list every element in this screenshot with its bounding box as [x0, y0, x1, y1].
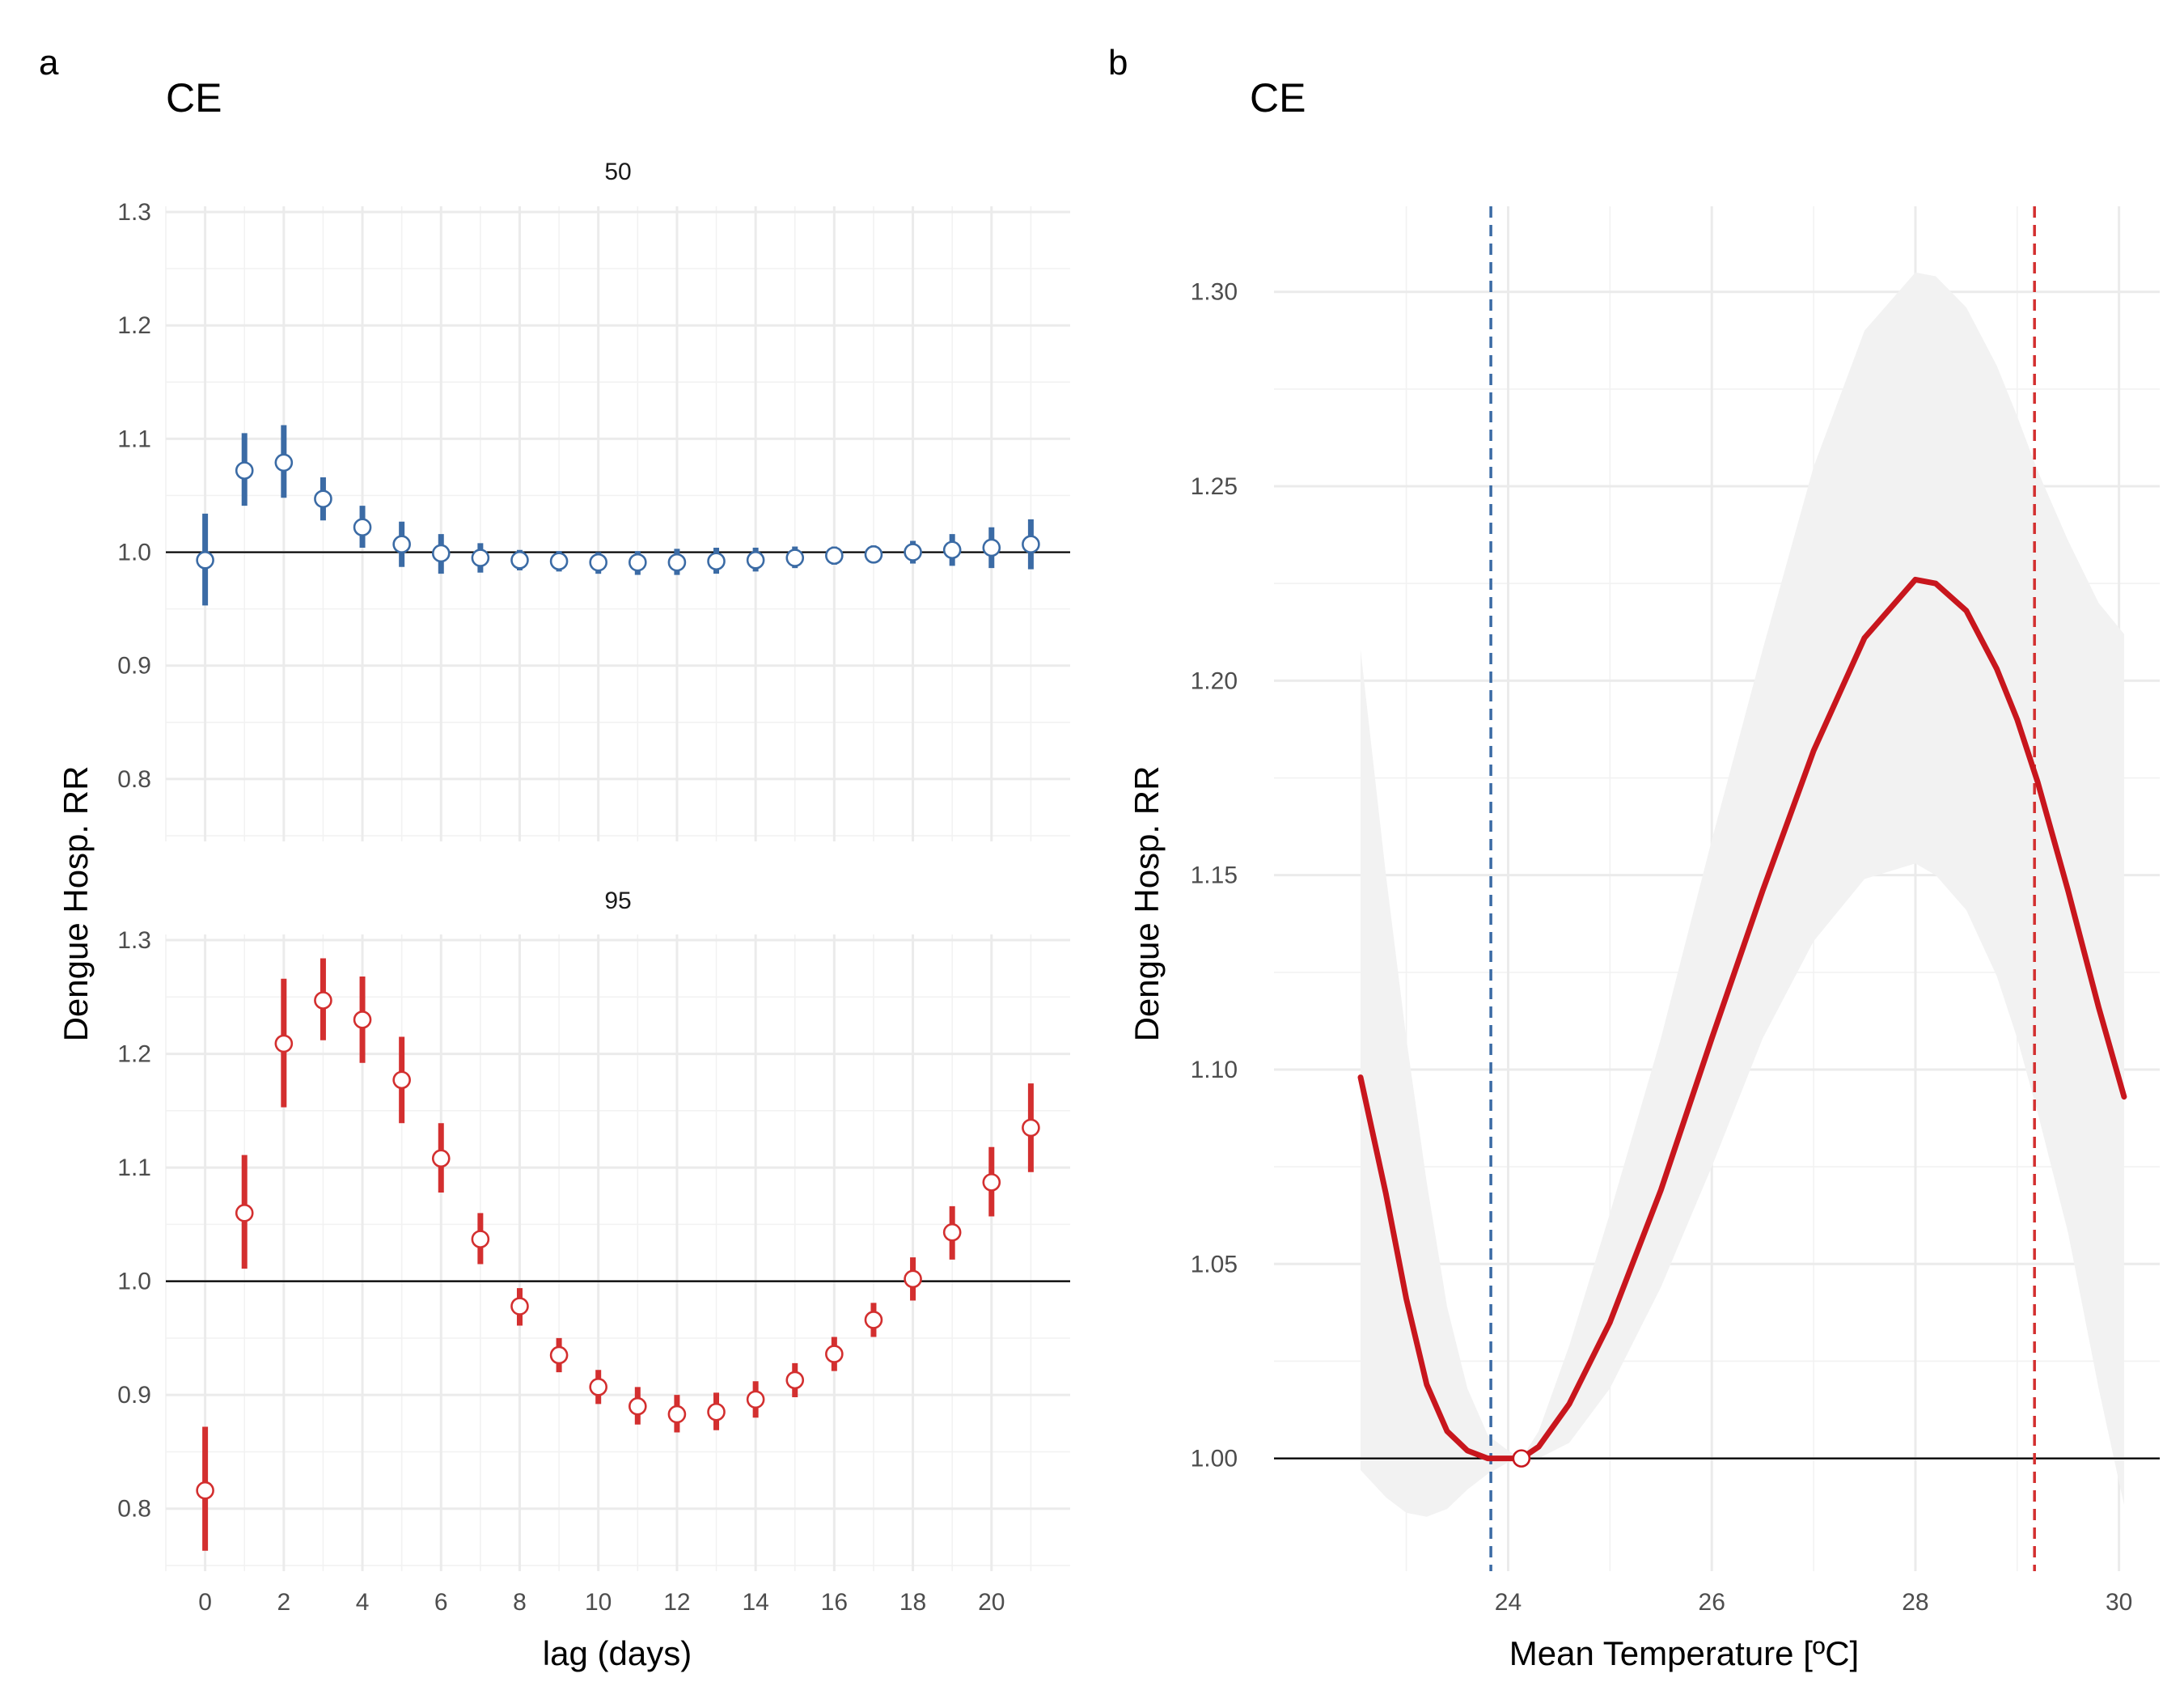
x-tick-label: 20 — [978, 1589, 1005, 1616]
y-tick-label: 1.15 — [1191, 862, 1238, 889]
x-tick-label: 16 — [821, 1589, 848, 1616]
panel-b-y-axis-title: Dengue Hosp. RR — [1128, 766, 1166, 1042]
point-estimate — [864, 1311, 883, 1329]
point-estimate — [274, 453, 294, 472]
panel-a-x-axis-title: lag (days) — [543, 1634, 692, 1672]
point-estimate — [785, 549, 805, 567]
point-estimate — [196, 551, 214, 570]
point-estimate — [274, 1034, 294, 1053]
panel-b-title: CE — [1250, 75, 1306, 121]
point-estimate — [982, 1173, 1001, 1192]
point-estimate — [982, 538, 1001, 557]
panel-a-title: CE — [166, 75, 222, 121]
x-tick-label: 4 — [356, 1589, 370, 1616]
point-estimate — [235, 1204, 254, 1222]
point-estimate — [431, 1149, 451, 1168]
panel-b: b CE 1.00 1.05 1.10 1.15 1.20 1.25 1.30 24 26 28 3… — [1108, 43, 2160, 1672]
point-estimate — [629, 553, 647, 572]
y-tick-label: 1.3 — [117, 199, 151, 226]
point-estimate — [314, 991, 332, 1010]
x-tick-label: 0 — [198, 1589, 212, 1616]
facet-50: 50 0.8 0.9 1.0 1.1 1.2 1.3 — [117, 159, 1070, 841]
x-tick-label: 24 — [1495, 1589, 1522, 1616]
point-estimate — [864, 545, 883, 564]
point-estimate — [667, 1405, 687, 1424]
point-estimate — [1022, 1118, 1040, 1138]
point-estimate — [667, 553, 687, 572]
point-estimate — [196, 1481, 214, 1500]
y-tick-label: 1.1 — [117, 1155, 151, 1181]
point-estimate — [942, 1222, 962, 1242]
y-tick-label: 1.3 — [117, 927, 151, 954]
confidence-band — [1361, 272, 2124, 1517]
point-estimate — [785, 1371, 805, 1390]
y-tick-label: 1.30 — [1191, 279, 1238, 306]
point-estimate — [904, 543, 922, 561]
point-estimate — [549, 1345, 569, 1365]
y-tick-label: 1.0 — [117, 540, 151, 566]
x-tick-label: 28 — [1902, 1589, 1928, 1616]
panel-b-x-axis-title: Mean Temperature [ºC] — [1509, 1634, 1859, 1672]
x-tick-label: 8 — [513, 1589, 527, 1616]
x-tick-label: 30 — [2106, 1589, 2132, 1616]
point-estimate — [392, 535, 411, 554]
point-estimate — [707, 552, 726, 571]
x-tick-label: 14 — [742, 1589, 768, 1616]
x-tick-label: 18 — [899, 1589, 926, 1616]
facet-95: 95 0.8 0.9 1.0 1.1 1.2 1.3 0 2 4 6 8 10 12 14 16 18 20 — [117, 888, 1070, 1616]
y-tick-label: 1.1 — [117, 426, 151, 452]
point-estimate — [589, 553, 607, 572]
point-estimate — [353, 518, 372, 537]
y-tick-label: 1.00 — [1191, 1446, 1238, 1472]
y-tick-label: 1.2 — [117, 1041, 151, 1068]
point-estimate — [510, 1297, 529, 1316]
x-tick-label: 6 — [434, 1589, 448, 1616]
point-estimate — [471, 549, 490, 567]
panel-a-letter: a — [39, 43, 59, 83]
reference-point — [1512, 1449, 1531, 1468]
x-tick-label: 2 — [277, 1589, 290, 1616]
y-tick-label: 0.9 — [117, 1382, 151, 1409]
point-estimate — [314, 489, 332, 508]
point-estimate — [942, 540, 962, 560]
rr-curve — [1357, 576, 2127, 1462]
facet-strip-label: 95 — [604, 888, 631, 914]
x-tick-label: 26 — [1699, 1589, 1725, 1616]
point-estimate — [353, 1011, 372, 1029]
point-estimate — [825, 1345, 844, 1363]
point-estimate — [510, 551, 529, 570]
point-estimate — [904, 1269, 922, 1289]
y-tick-label: 1.05 — [1191, 1251, 1238, 1277]
point-estimate — [629, 1396, 647, 1416]
panel-b-plot: 1.00 1.05 1.10 1.15 1.20 1.25 1.30 24 26 28 30 — [1191, 206, 2160, 1616]
y-tick-label: 1.25 — [1191, 473, 1238, 500]
y-tick-label: 1.20 — [1191, 667, 1238, 694]
point-estimate — [589, 1378, 607, 1396]
point-estimate — [235, 461, 254, 480]
point-estimate — [825, 546, 844, 566]
panel-a-y-axis-title: Dengue Hosp. RR — [57, 766, 95, 1042]
point-estimate — [1022, 535, 1040, 554]
facet-strip-label: 50 — [604, 159, 631, 185]
panel-a: a CE 50 0.8 0.9 1.0 1.1 1.2 1.3 95 0.8 0.9 1.0 1.1… — [39, 43, 1070, 1672]
point-estimate — [707, 1402, 726, 1421]
y-tick-label: 0.8 — [117, 766, 151, 793]
point-estimate — [549, 552, 569, 571]
y-tick-label: 1.10 — [1191, 1057, 1238, 1083]
point-estimate — [746, 551, 765, 570]
point-estimate — [746, 1390, 765, 1409]
x-tick-label: 10 — [585, 1589, 612, 1616]
y-tick-label: 0.8 — [117, 1496, 151, 1523]
panel-b-letter: b — [1108, 43, 1128, 83]
y-tick-label: 0.9 — [117, 653, 151, 680]
point-estimate — [431, 544, 451, 563]
y-tick-label: 1.0 — [117, 1269, 151, 1295]
y-tick-label: 1.2 — [117, 312, 151, 339]
x-tick-label: 12 — [663, 1589, 690, 1616]
point-estimate — [471, 1230, 490, 1248]
point-estimate — [392, 1070, 411, 1090]
